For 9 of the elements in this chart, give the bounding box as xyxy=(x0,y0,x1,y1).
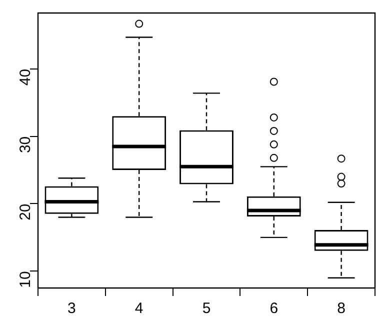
x-tick-label: 3 xyxy=(68,300,76,318)
x-tick-label: 4 xyxy=(134,300,144,318)
x-tick-label: 8 xyxy=(337,300,346,318)
x-tick-label: 6 xyxy=(270,300,278,318)
y-tick-label: 30 xyxy=(17,136,34,154)
x-tick-label: 5 xyxy=(202,300,211,318)
y-tick-label: 10 xyxy=(17,271,34,288)
y-tick-label: 20 xyxy=(17,204,34,220)
y-tick-label: 40 xyxy=(17,68,34,86)
